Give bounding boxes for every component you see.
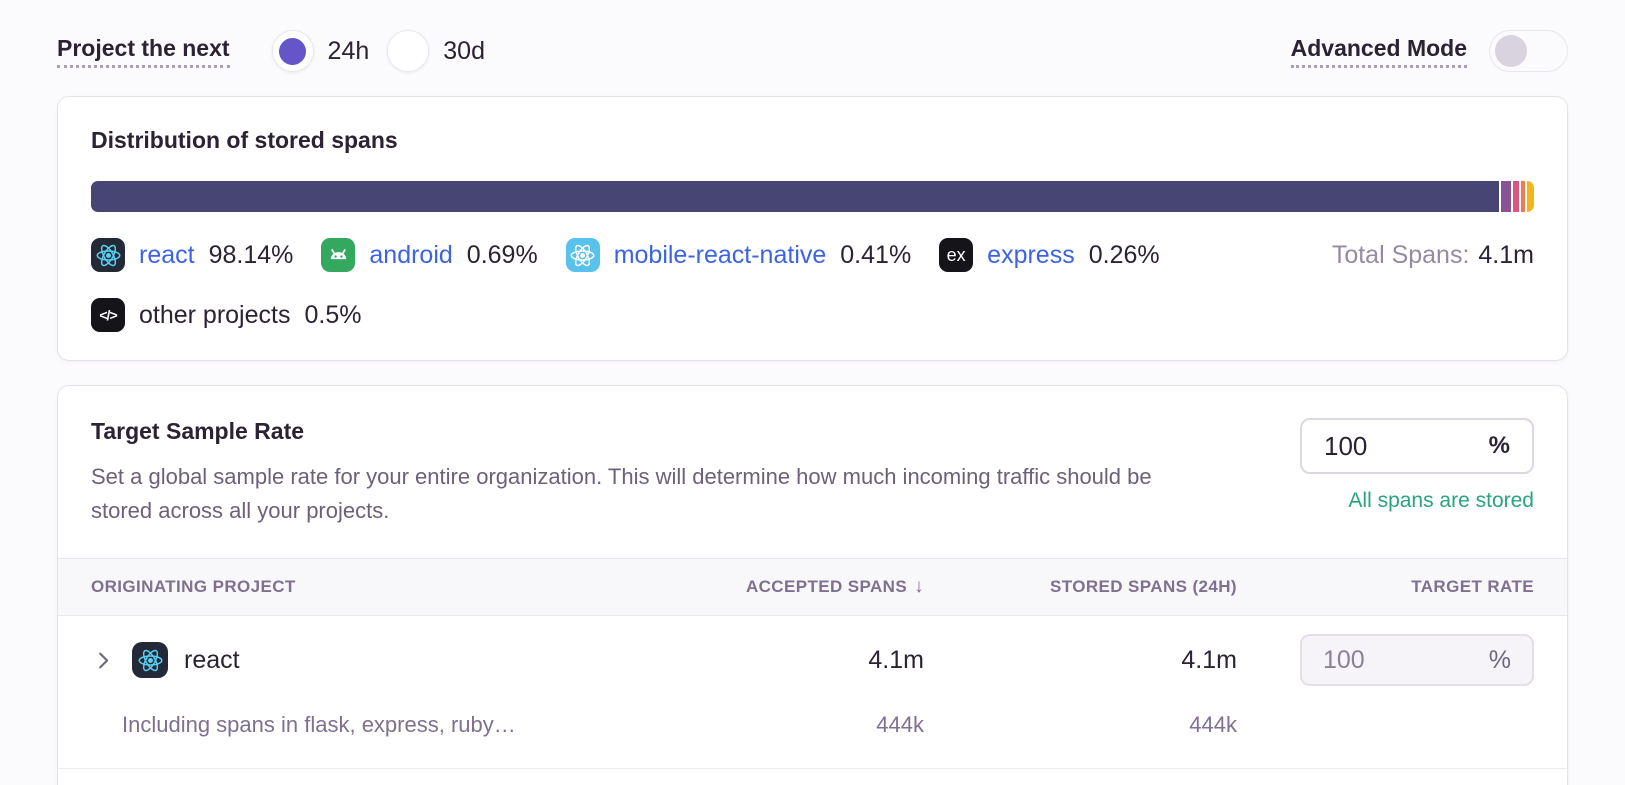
distribution-card-title: Distribution of stored spans bbox=[91, 127, 398, 153]
global-sample-rate-input[interactable] bbox=[1324, 430, 1434, 462]
legend-project-percent: 0.41% bbox=[840, 240, 912, 269]
legend-project-percent: 0.26% bbox=[1088, 240, 1160, 269]
advanced-mode-toggle[interactable] bbox=[1489, 30, 1568, 72]
legend-item-android: android 0.69% bbox=[321, 238, 538, 272]
advanced-mode-label: Advanced Mode bbox=[1290, 35, 1467, 68]
global-sample-rate-input-box[interactable]: % bbox=[1300, 418, 1534, 474]
sample-rate-title: Target Sample Rate bbox=[91, 418, 305, 444]
android-icon bbox=[321, 238, 356, 272]
legend-project-percent: 98.14% bbox=[208, 240, 294, 269]
row-accepted-spans: 4.1m bbox=[868, 645, 924, 674]
bar-segment-other-projects[interactable] bbox=[1526, 181, 1534, 212]
legend-project-name[interactable]: react bbox=[139, 240, 195, 269]
table-row: react 4.1m 4.1m 100 % bbox=[58, 616, 1567, 704]
col-accepted-spans[interactable]: ACCEPTED SPANS ↓ bbox=[745, 576, 924, 598]
legend-item-mobile-react-native: mobile-react-native 0.41% bbox=[565, 238, 912, 272]
sample-rate-description: Set a global sample rate for your entire… bbox=[91, 464, 1152, 524]
sampling-table: ORIGINATING PROJECT ACCEPTED SPANS ↓ STOR… bbox=[58, 558, 1567, 770]
stored-spans-bar bbox=[91, 181, 1534, 212]
percent-suffix: % bbox=[1488, 645, 1511, 674]
row-rate-value: 100 bbox=[1323, 645, 1365, 674]
radio-24h-label: 24h bbox=[327, 36, 370, 65]
row-project-name: react bbox=[184, 645, 240, 674]
legend-project-name: other projects bbox=[139, 300, 291, 329]
legend-items: react 98.14% android 0.69% mobile-react-nati… bbox=[91, 238, 1160, 272]
period-radio-group: 24h 30d bbox=[254, 30, 485, 72]
bar-segment-express[interactable] bbox=[1521, 181, 1525, 212]
sample-rate-status: All spans are stored bbox=[1348, 489, 1534, 512]
legend-project-name[interactable]: express bbox=[987, 240, 1075, 269]
legend-items: </> other projects 0.5% bbox=[91, 298, 361, 332]
legend-project-name[interactable]: android bbox=[369, 240, 453, 269]
express-icon: ex bbox=[939, 238, 974, 272]
legend-project-name[interactable]: mobile-react-native bbox=[613, 240, 827, 269]
col-originating-project: ORIGINATING PROJECT bbox=[91, 577, 296, 597]
total-spans: Total Spans: 4.1m bbox=[1332, 241, 1534, 270]
radio-selected-dot bbox=[279, 37, 307, 65]
react-icon bbox=[132, 642, 168, 679]
col-stored-spans: STORED SPANS (24H) bbox=[1050, 577, 1237, 597]
row-stored-spans: 4.1m bbox=[1181, 645, 1237, 674]
subrow-stored-spans: 444k bbox=[1189, 712, 1237, 738]
code-icon: </> bbox=[91, 298, 125, 332]
period-option-24h[interactable]: 24h bbox=[271, 30, 370, 72]
table-header-row: ORIGINATING PROJECT ACCEPTED SPANS ↓ STOR… bbox=[58, 558, 1567, 617]
legend-item-react: react 98.14% bbox=[91, 238, 293, 272]
radio-30d-label: 30d bbox=[443, 36, 485, 65]
bar-segment-mobile-react-native[interactable] bbox=[1513, 181, 1520, 212]
react-native-icon bbox=[565, 238, 600, 272]
legend-project-percent: 0.5% bbox=[304, 300, 362, 329]
radio-30d[interactable] bbox=[387, 30, 430, 72]
legend-row-1: react 98.14% android 0.69% mobile-react-nati… bbox=[91, 238, 1534, 272]
radio-24h[interactable] bbox=[271, 30, 314, 72]
legend-item-other-projects: </> other projects 0.5% bbox=[91, 298, 361, 332]
react-icon bbox=[91, 238, 125, 272]
distribution-card: Distribution of stored spans react 98.14%… bbox=[57, 96, 1568, 361]
subrow-accepted-spans: 444k bbox=[876, 712, 924, 738]
total-spans-value: 4.1m bbox=[1478, 240, 1534, 269]
legend-project-percent: 0.69% bbox=[466, 240, 538, 269]
percent-suffix: % bbox=[1488, 432, 1510, 459]
col-target-rate: TARGET RATE bbox=[1411, 577, 1534, 597]
sort-desc-icon: ↓ bbox=[914, 576, 924, 598]
expand-row-button[interactable] bbox=[91, 648, 116, 673]
table-subrow: Including spans in flask, express, ruby…… bbox=[58, 704, 1567, 770]
row-target-rate-input[interactable]: 100 % bbox=[1300, 634, 1534, 687]
legend-row-2: </> other projects 0.5% bbox=[91, 298, 1534, 332]
top-controls: Project the next 24h 30d Advanced Mode bbox=[0, 0, 1625, 72]
legend-item-express: ex express 0.26% bbox=[939, 238, 1160, 272]
total-spans-label: Total Spans: bbox=[1331, 240, 1470, 269]
advanced-mode-control: Advanced Mode bbox=[1290, 30, 1568, 72]
target-sample-rate-card: Target Sample Rate Set a global sample r… bbox=[57, 385, 1568, 785]
subrow-label: Including spans in flask, express, ruby… bbox=[122, 712, 516, 738]
period-option-30d[interactable]: 30d bbox=[387, 30, 485, 72]
bar-segment-android[interactable] bbox=[1501, 181, 1512, 212]
toggle-knob bbox=[1495, 35, 1527, 67]
project-the-next-label: Project the next bbox=[57, 35, 230, 68]
bar-segment-react[interactable] bbox=[91, 181, 1500, 212]
chevron-right-icon bbox=[99, 652, 109, 669]
